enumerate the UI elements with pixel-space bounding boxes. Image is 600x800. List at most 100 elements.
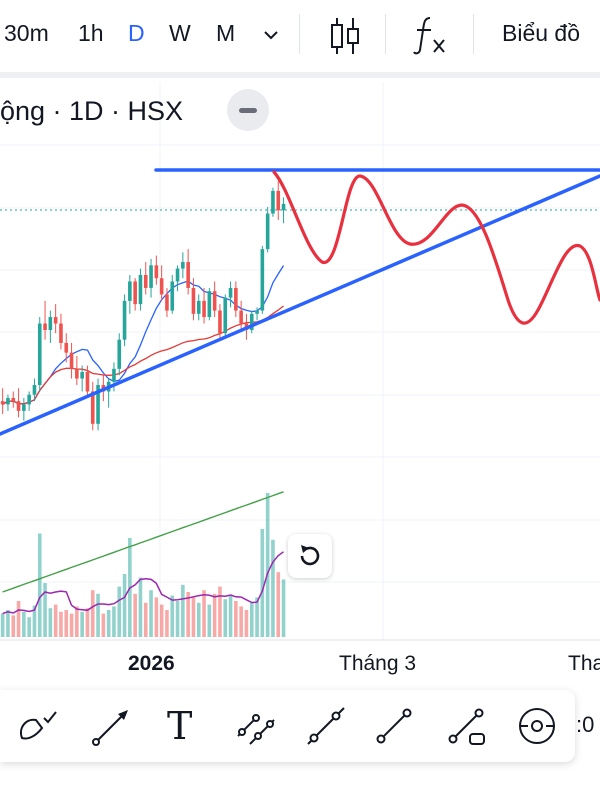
candle [138, 275, 143, 305]
volume-bar [207, 604, 212, 637]
volume-bar [75, 606, 79, 637]
brush-icon[interactable] [16, 704, 60, 748]
candle [37, 323, 42, 385]
ray-icon[interactable] [372, 704, 416, 748]
volume-bar [117, 586, 122, 637]
volume-bar [32, 605, 37, 637]
candle [122, 300, 127, 340]
timeframe-m[interactable]: M [216, 20, 236, 46]
volume-bar [271, 539, 275, 637]
candle [212, 291, 217, 311]
symbol-legend[interactable]: ộng · 1D · HSX [0, 96, 184, 126]
text-tool-icon[interactable]: T [167, 704, 193, 748]
volume-ma-short-line [2, 551, 284, 615]
volume-series [0, 493, 286, 637]
candle [191, 287, 196, 314]
divider [385, 14, 386, 54]
volume-bar [53, 604, 58, 637]
candle [0, 401, 5, 405]
reset-icon [300, 545, 320, 566]
volume-bar [196, 602, 201, 637]
candle [11, 397, 16, 402]
x-tick-label: Tha [568, 652, 600, 675]
candle [22, 404, 26, 411]
candle [112, 368, 116, 382]
parallel-channel-icon[interactable] [234, 704, 278, 748]
timeframe-d[interactable]: D [128, 20, 145, 46]
volume-bar [265, 493, 270, 637]
ma-long-line [2, 305, 284, 405]
volume-bar [6, 610, 10, 637]
volume-bar [90, 590, 95, 637]
timeframe-30m[interactable]: 30m [4, 20, 49, 46]
x-tick-label: 2026 [128, 652, 175, 675]
candle [48, 317, 53, 330]
candle [6, 397, 10, 405]
volume-bar [228, 595, 233, 637]
volume-bar [101, 613, 106, 637]
volume-bar [64, 610, 69, 637]
candle [207, 291, 212, 318]
arrow-tool-icon[interactable] [90, 704, 134, 748]
candle [228, 287, 233, 298]
candle [53, 317, 58, 324]
candle [234, 287, 238, 311]
candle [159, 278, 164, 295]
candle [80, 372, 84, 379]
volume-bar [43, 583, 47, 637]
ascending-trendline [0, 174, 600, 436]
toolbar-overflow-text: :0 [576, 712, 595, 737]
candle [64, 342, 69, 353]
volume-bar [218, 586, 222, 637]
volume-bar [149, 590, 153, 637]
volume-bar [69, 613, 74, 637]
candle [260, 249, 265, 311]
candle [59, 323, 63, 343]
candle [223, 297, 228, 334]
volume-bar [165, 610, 169, 637]
candlestick-series [0, 181, 286, 431]
candle [43, 323, 47, 330]
volume-bar [22, 611, 26, 637]
volume-bar [159, 604, 164, 637]
volume-bar [0, 613, 5, 637]
trend-line-icon[interactable] [304, 704, 348, 748]
volume-bar [106, 610, 111, 637]
volume-bar [202, 590, 206, 637]
indicators-fx-icon[interactable] [412, 14, 452, 56]
candle [149, 265, 153, 288]
reset-chart-button[interactable] [288, 534, 332, 578]
collapse-legend-button[interactable] [227, 89, 269, 131]
target-icon[interactable] [515, 704, 559, 748]
volume-bar [133, 593, 137, 637]
toolbar-divider [0, 72, 600, 78]
volume-bar [27, 617, 31, 637]
candle [133, 281, 137, 305]
chevron-down-icon[interactable] [262, 28, 280, 42]
volume-bar [260, 529, 265, 637]
volume-bar [138, 577, 143, 637]
candle [265, 213, 270, 250]
candle [75, 368, 79, 379]
chart-type-menu[interactable]: Biểu đồ [502, 20, 581, 46]
candle [32, 385, 37, 395]
volume-bar [85, 608, 90, 637]
candle [90, 391, 95, 424]
candle [249, 313, 254, 330]
volume-bar [186, 592, 190, 637]
timeframe-w[interactable]: W [169, 20, 191, 46]
candle [117, 339, 122, 369]
info-line-icon[interactable] [444, 704, 488, 748]
volume-bar [281, 579, 286, 637]
volume-bar [122, 574, 127, 637]
candle [128, 281, 132, 301]
projection-sketch [272, 170, 600, 325]
volume-bar [96, 593, 100, 637]
candle [170, 281, 175, 311]
timeframe-1h[interactable]: 1h [78, 20, 104, 46]
volume-bar [249, 602, 254, 637]
top-toolbar: 30m 1h D W M Biểu đồ [0, 0, 600, 72]
candles-icon[interactable] [328, 16, 362, 56]
candle [143, 275, 148, 288]
